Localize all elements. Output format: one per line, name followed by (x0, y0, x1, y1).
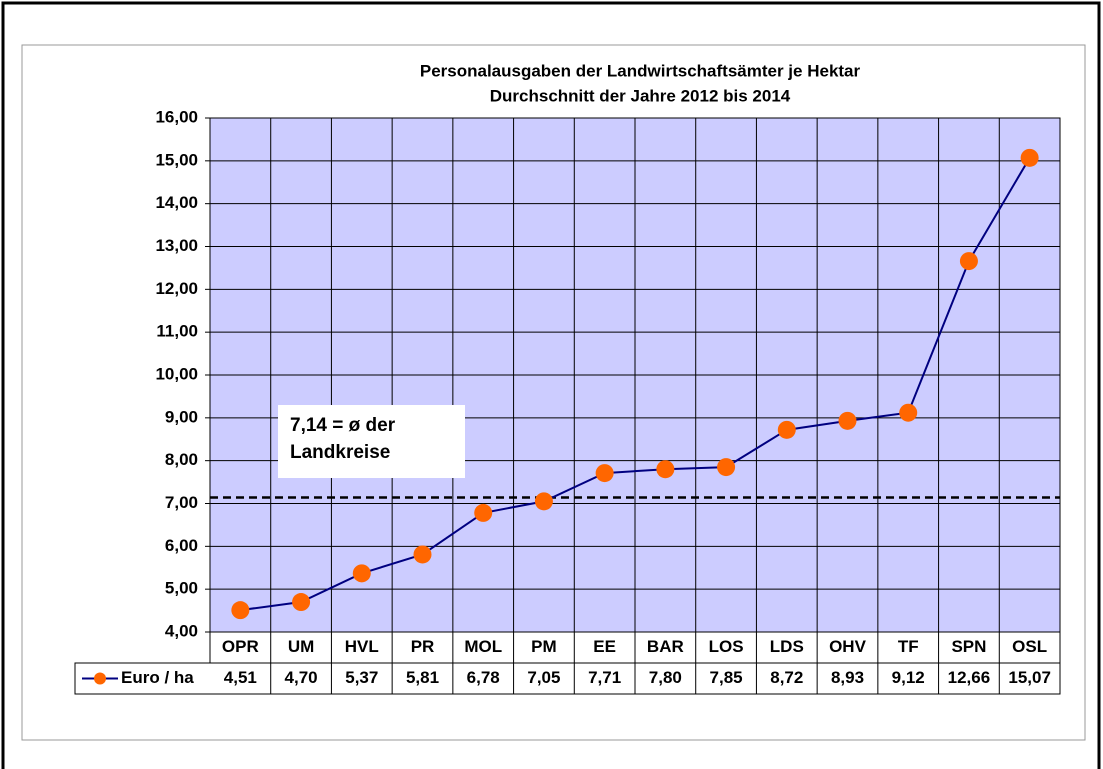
table-value: 7,80 (649, 668, 682, 687)
table-value: 8,72 (770, 668, 803, 687)
y-tick-label: 11,00 (156, 322, 198, 341)
table-value: 6,78 (467, 668, 500, 687)
marker (534, 492, 553, 511)
table-value: 7,71 (588, 668, 621, 687)
y-tick-label: 12,00 (155, 279, 198, 298)
chart-title: Personalausgaben der Landwirtschaftsämte… (420, 61, 861, 80)
table-value: 7,85 (710, 668, 743, 687)
x-tick-label: OHV (829, 637, 867, 656)
x-tick-label: OSL (1012, 637, 1047, 656)
y-tick-label: 5,00 (165, 579, 198, 598)
y-tick-label: 10,00 (155, 364, 198, 383)
x-tick-label: OPR (222, 637, 259, 656)
x-tick-label: EE (593, 637, 616, 656)
marker (231, 601, 250, 620)
marker (838, 411, 857, 430)
y-tick-label: 6,00 (165, 536, 198, 555)
x-tick-label: HVL (345, 637, 379, 656)
table-row (74, 662, 1061, 695)
table-value: 7,05 (527, 668, 560, 687)
y-tick-label: 4,00 (165, 621, 198, 640)
marker (413, 545, 432, 564)
x-tick-label: UM (288, 637, 314, 656)
marker (595, 464, 614, 483)
marker (899, 403, 918, 422)
y-tick-label: 13,00 (155, 236, 198, 255)
y-tick-label: 9,00 (165, 407, 198, 426)
x-tick-label: TF (898, 637, 919, 656)
x-tick-label: PR (411, 637, 435, 656)
chart-subtitle: Durchschnitt der Jahre 2012 bis 2014 (490, 86, 791, 105)
annotation-box (278, 405, 465, 478)
marker (656, 460, 675, 479)
table-value: 12,66 (948, 668, 991, 687)
table-value: 4,70 (285, 668, 318, 687)
x-tick-label: SPN (951, 637, 986, 656)
marker (474, 503, 493, 522)
y-tick-label: 16,00 (155, 107, 198, 126)
legend-marker (94, 672, 106, 685)
marker (1020, 148, 1039, 167)
marker (959, 252, 978, 271)
y-tick-label: 14,00 (155, 193, 198, 212)
x-tick-label: LDS (770, 637, 804, 656)
series-line (240, 157, 1031, 612)
y-tick-label: 8,00 (165, 450, 198, 469)
table-value: 15,07 (1008, 668, 1051, 687)
y-tick-label: 7,00 (165, 493, 198, 512)
x-tick-label: PM (531, 637, 557, 656)
table-value: 9,12 (892, 668, 925, 687)
marker (777, 420, 796, 439)
table-value: 4,51 (224, 668, 257, 687)
x-tick-label: LOS (709, 637, 744, 656)
x-tick-label: BAR (647, 637, 684, 656)
table-value: 5,37 (345, 668, 378, 687)
annotation-text: Landkreise (290, 442, 390, 463)
y-tick-label: 15,00 (155, 150, 198, 169)
marker (292, 593, 311, 612)
table-value: 8,93 (831, 668, 864, 687)
marker (717, 458, 736, 477)
table-value: 5,81 (406, 668, 439, 687)
marker (352, 564, 371, 583)
legend-label: Euro / ha (121, 668, 194, 687)
annotation-text: 7,14 = ø der (290, 415, 396, 436)
x-tick-label: MOL (464, 637, 502, 656)
